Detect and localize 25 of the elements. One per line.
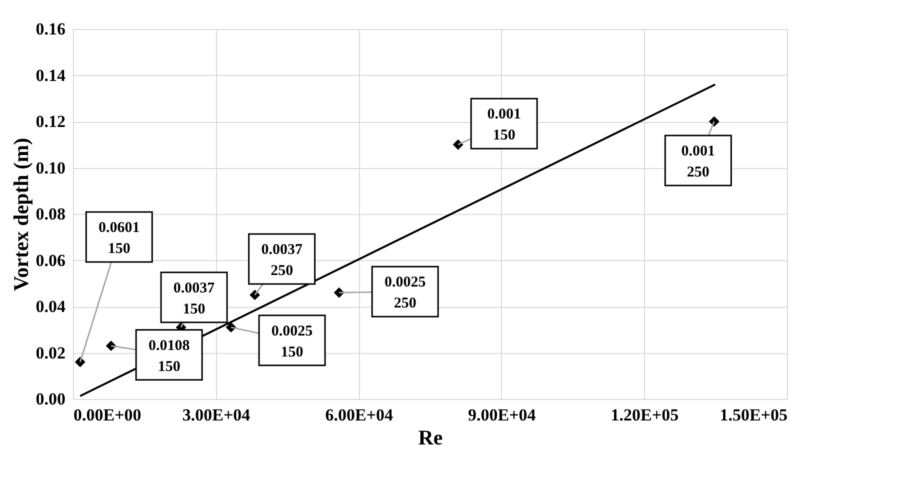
x-tick-label: 1.50E+05 (720, 406, 788, 424)
annotation: 0.0025 250 (384, 274, 426, 312)
y-tick-label: 0.00 (36, 390, 66, 408)
y-tick-label: 0.02 (36, 343, 66, 362)
annotation: 0.0601 150 (98, 220, 140, 257)
annotation: 0.0037 250 (261, 242, 303, 279)
y-tick-label: 0.04 (36, 297, 66, 316)
x-tick-label: 9.00E+04 (468, 406, 536, 424)
x-tick-label: 1.20E+05 (610, 406, 679, 424)
y-tick-label: 0.08 (36, 204, 66, 224)
y-axis-title: Vortex depth (m) (8, 138, 33, 292)
x-tick-label: 0.00E+00 (74, 406, 142, 424)
x-axis-title: Re (418, 426, 443, 450)
annotation: 0.001 150 (487, 106, 521, 144)
x-tick-label: 3.00E+04 (182, 406, 251, 424)
y-tick-label: 0.16 (36, 20, 66, 38)
annotation: 0.0108 150 (148, 338, 190, 375)
y-tick-label: 0.10 (36, 158, 66, 178)
x-tick-label: 6.00E+04 (325, 406, 394, 424)
annotation: 0.0037 150 (173, 280, 216, 318)
y-tick-label: 0.06 (36, 250, 66, 270)
y-tick-label: 0.14 (36, 66, 66, 85)
annotation: 0.0025 150 (271, 323, 313, 360)
y-tick-label: 0.12 (36, 112, 66, 131)
annotation: 0.001 250 (681, 144, 716, 180)
